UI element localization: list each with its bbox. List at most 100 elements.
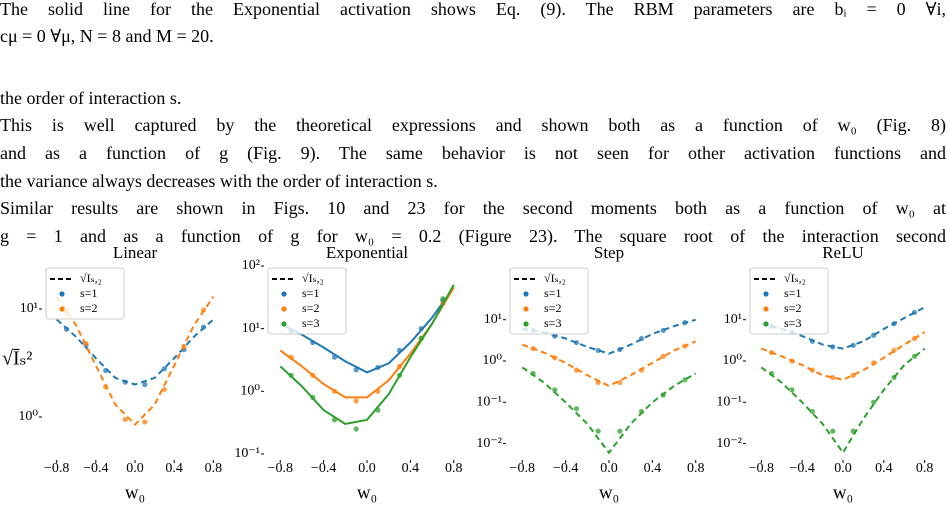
- text-line: cμ = 0 ∀μ, N = 8 and M = 20.: [0, 26, 214, 46]
- y-tick-label: 10⁻¹: [716, 395, 742, 410]
- scatter-point: [142, 381, 148, 388]
- scatter-point: [789, 387, 795, 393]
- scatter-point: [353, 398, 359, 404]
- legend-box: [267, 267, 347, 335]
- text-line: the order of interaction s.: [0, 88, 182, 108]
- theory-line: [760, 347, 926, 455]
- legend-marker: [763, 291, 769, 297]
- legend-marker: [59, 291, 65, 297]
- legend-marker: [763, 321, 769, 327]
- theory-line: [521, 340, 697, 388]
- scatter-point: [161, 386, 167, 393]
- scatter-point: [595, 347, 601, 354]
- x-tick-label: −0.8: [510, 461, 535, 476]
- scatter-point: [552, 387, 558, 393]
- x-tick-label: 0.4: [875, 461, 893, 476]
- x-tick-label: 0.0: [834, 461, 852, 476]
- x-tick-label: −0.8: [268, 461, 293, 476]
- legend-marker: [523, 306, 529, 312]
- y-tick-label: 10⁻¹: [234, 446, 260, 461]
- text-line: g = 1 and as a function of g for w₀ = 0.…: [0, 226, 946, 246]
- scatter-point: [122, 416, 128, 423]
- scatter-point: [871, 399, 877, 405]
- theory-line: [522, 318, 696, 355]
- theory-line: [55, 296, 215, 427]
- x-tick-label: 0.8: [916, 461, 934, 476]
- x-axis-label: w₀: [357, 482, 377, 503]
- legend-label: s=2: [544, 301, 561, 315]
- y-tick-label: 10⁰: [240, 384, 260, 399]
- y-tick-label: 10⁻²: [476, 436, 502, 451]
- x-tick-label: 0.0: [358, 461, 376, 476]
- legend-marker: [523, 291, 529, 297]
- y-tick-label: 10¹: [242, 321, 260, 336]
- theory-line: [521, 366, 697, 455]
- legend-box: [45, 267, 125, 320]
- x-axis-label: w₀: [599, 482, 619, 503]
- x-tick-label: 0.4: [402, 461, 420, 476]
- legend-label: s=1: [784, 286, 801, 300]
- legend-label: s=1: [80, 286, 97, 300]
- x-axis-label: w₀: [125, 482, 145, 503]
- x-tick-label: 0.4: [644, 461, 662, 476]
- y-tick-label: 10⁻²: [716, 436, 742, 451]
- y-tick-label: 10¹: [484, 312, 502, 327]
- chart-title: Exponential: [326, 243, 408, 262]
- theory-line: [279, 287, 455, 374]
- scatter-point: [353, 426, 359, 432]
- y-tick-label: 10¹: [724, 312, 742, 327]
- legend-label: √Iₛ,₂: [544, 271, 566, 285]
- legend-marker: [523, 321, 529, 327]
- y-tick-label: 10⁰: [722, 353, 742, 368]
- text-line: the variance always decreases with the o…: [0, 171, 438, 191]
- scatter-point: [850, 342, 856, 348]
- scatter-point: [617, 379, 623, 386]
- chart-title: Linear: [113, 243, 158, 262]
- scatter-point: [617, 428, 623, 434]
- x-tick-label: −0.8: [749, 461, 774, 476]
- x-tick-label: 0.8: [687, 461, 705, 476]
- y-tick-label: 10⁰: [18, 409, 38, 424]
- theory-line: [56, 318, 214, 386]
- legend-label: √Iₛ,₂: [302, 271, 324, 285]
- text-line: This is well captured by the theoretical…: [0, 115, 946, 135]
- x-tick-label: 0.8: [445, 461, 463, 476]
- legend-label: s=3: [784, 316, 801, 330]
- legend-label: s=3: [544, 316, 561, 330]
- text-line: and as a function of g (Fig. 9). The sam…: [0, 143, 946, 163]
- legend-box: [749, 267, 829, 335]
- x-tick-label: 0.8: [205, 461, 223, 476]
- y-tick-label: 10⁻¹: [476, 395, 502, 410]
- scatter-point: [660, 353, 666, 359]
- chart-title: Step: [594, 243, 624, 262]
- scatter-point: [809, 408, 815, 415]
- legend-label: s=2: [784, 301, 801, 315]
- x-tick-label: 0.0: [600, 461, 618, 476]
- x-tick-label: 0.0: [126, 461, 144, 476]
- x-tick-label: −0.4: [83, 461, 108, 476]
- legend-marker: [59, 306, 65, 312]
- scatter-point: [142, 419, 148, 425]
- legend-marker: [281, 291, 287, 297]
- x-axis-label: w₀: [833, 482, 853, 503]
- theory-line: [760, 331, 926, 381]
- y-tick-label: 10¹: [20, 301, 38, 316]
- theory-line: [279, 284, 455, 426]
- scatter-point: [573, 406, 580, 412]
- x-tick-label: −0.4: [311, 461, 336, 476]
- scatter-point: [830, 374, 836, 381]
- x-tick-label: −0.4: [789, 461, 814, 476]
- legend-label: s=1: [302, 286, 319, 300]
- y-tick-label: 10²: [242, 258, 260, 273]
- legend-label: √Iₛ,₂: [80, 271, 102, 285]
- scatter-point: [830, 428, 836, 434]
- x-tick-label: −0.8: [44, 461, 69, 476]
- legend-box: [509, 267, 589, 335]
- legend-label: s=2: [302, 301, 319, 315]
- y-tick-label: 10⁰: [482, 353, 502, 368]
- legend-label: √Iₛ,₂: [784, 271, 806, 285]
- text-line: The solid line for the Exponential activ…: [0, 0, 946, 19]
- legend-label: s=2: [80, 301, 97, 315]
